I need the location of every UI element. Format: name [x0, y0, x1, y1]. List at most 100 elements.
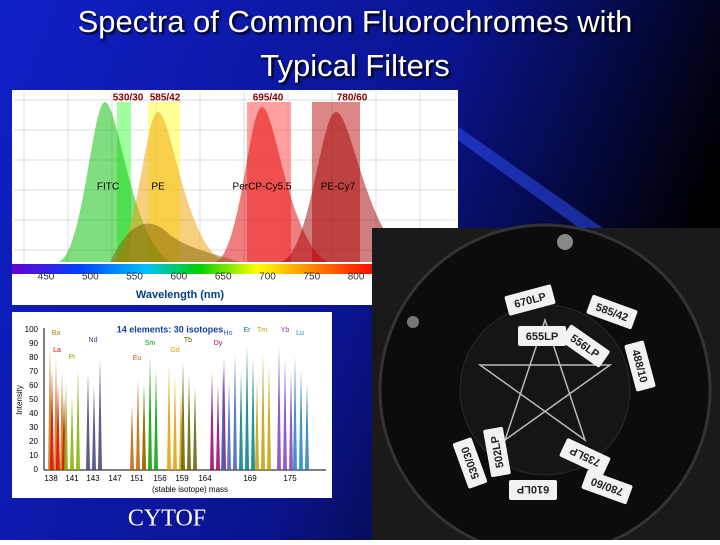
tab-bg — [560, 324, 610, 368]
element-label: Sm — [145, 340, 156, 347]
spectrum-strip — [12, 264, 458, 274]
element-label: Eu — [133, 355, 142, 362]
isotope-spike — [251, 358, 255, 470]
filter-label: 610LP — [517, 483, 549, 495]
isotope-spike — [64, 383, 68, 470]
filter-label: 780/60 — [337, 93, 368, 104]
tab-bg — [581, 469, 633, 505]
tab-bg — [624, 340, 656, 392]
isotope-spike — [267, 365, 271, 470]
tab-bg — [504, 284, 556, 316]
tab-bg — [452, 437, 488, 489]
screw — [407, 316, 419, 328]
isotope-spike — [136, 378, 140, 470]
tab-bg — [509, 480, 557, 500]
isotope-spike — [233, 354, 237, 470]
filter-tab: 502LP — [483, 426, 511, 478]
isotope-spike — [148, 356, 152, 470]
isotope-spike — [221, 368, 225, 470]
x-tick-label: 156 — [153, 474, 167, 483]
y-tick-label: 80 — [29, 353, 38, 362]
y-tick-label: 0 — [34, 465, 39, 474]
dye-label: PE-Cy7 — [321, 182, 356, 193]
isotope-spike — [210, 371, 214, 470]
isotope-spike — [245, 345, 249, 470]
filter-tab: 585/42 — [586, 294, 638, 330]
filter-tab: 780/60 — [581, 469, 633, 505]
y-axis-label: Intensity — [15, 385, 24, 415]
isotope-spike — [299, 369, 303, 470]
filter-label: 585/42 — [150, 93, 181, 104]
isotope-spike — [70, 396, 74, 470]
tab-bg — [586, 294, 638, 330]
x-axis-label: Wavelength (nm) — [136, 289, 225, 301]
filter-tab: 530/30 — [452, 437, 488, 489]
spectrum-peak — [213, 107, 328, 262]
x-tick-label: 750 — [303, 272, 320, 283]
x-tick-label: 164 — [198, 474, 212, 483]
filter-label: 530/30 — [113, 93, 144, 104]
title-line: Spectra of Common Fluorochromes with — [78, 4, 633, 39]
element-label: Tm — [257, 327, 267, 334]
x-tick-label: 550 — [126, 272, 143, 283]
x-tick-label: 169 — [243, 474, 257, 483]
filter-tab: 488/10 — [624, 340, 656, 392]
x-tick-label: 159 — [175, 474, 189, 483]
isotope-spike — [261, 352, 265, 470]
y-tick-label: 90 — [29, 339, 38, 348]
y-tick-label: 60 — [29, 381, 38, 390]
element-label: Nd — [89, 337, 98, 344]
isotope-spike — [98, 359, 102, 470]
x-tick-label: 138 — [44, 474, 58, 483]
isotope-spike — [86, 373, 90, 470]
isotope-spike — [227, 381, 231, 470]
element-label: La — [53, 347, 61, 354]
isotope-spike — [277, 346, 281, 470]
title-line: Typical Filters — [260, 48, 449, 83]
x-tick-label: 147 — [108, 474, 122, 483]
element-label: Ba — [52, 330, 61, 337]
tab-bg — [559, 438, 611, 476]
tab-bg — [518, 326, 566, 346]
mass-title: 14 elements: 30 isotopes — [117, 324, 224, 334]
isotope-spike — [305, 382, 309, 470]
element-label: Dy — [214, 340, 223, 347]
isotope-spike — [50, 369, 54, 470]
x-axis-label: (stable isotope) mass — [152, 485, 228, 494]
element-label: Er — [244, 327, 252, 334]
isotope-spike — [76, 369, 80, 470]
isotope-spike — [56, 382, 60, 470]
excitation — [110, 223, 240, 262]
element-label: Pr — [69, 354, 77, 361]
spectrum-peak — [109, 112, 224, 262]
y-tick-label: 30 — [29, 423, 38, 432]
filter-tab: 610LP — [509, 480, 557, 500]
element-label: Ho — [224, 330, 233, 337]
isotope-spike — [130, 405, 134, 470]
dye-label: FITC — [97, 182, 119, 193]
x-tick-label: 141 — [65, 474, 79, 483]
y-tick-label: 100 — [25, 325, 39, 334]
x-tick-label: 143 — [86, 474, 100, 483]
isotope-spike — [154, 369, 158, 470]
filter-label: 695/40 — [253, 93, 284, 104]
element-label: Gd — [170, 347, 179, 354]
filter-tab: 670LP — [504, 284, 556, 316]
x-tick-label: 650 — [215, 272, 232, 283]
tab-bg — [483, 426, 511, 478]
element-label: Yb — [281, 327, 290, 334]
light-path — [477, 317, 613, 442]
y-tick-label: 50 — [29, 395, 38, 404]
isotope-spike — [187, 374, 191, 470]
filter-label: 502LP — [489, 435, 506, 469]
caption: CYTOF — [128, 506, 206, 532]
screw — [557, 234, 573, 250]
y-tick-label: 40 — [29, 409, 38, 418]
filter-label: 655LP — [526, 331, 558, 343]
x-tick-label: 700 — [259, 272, 276, 283]
x-tick-label: 175 — [283, 474, 297, 483]
isotope-spike — [283, 359, 287, 470]
